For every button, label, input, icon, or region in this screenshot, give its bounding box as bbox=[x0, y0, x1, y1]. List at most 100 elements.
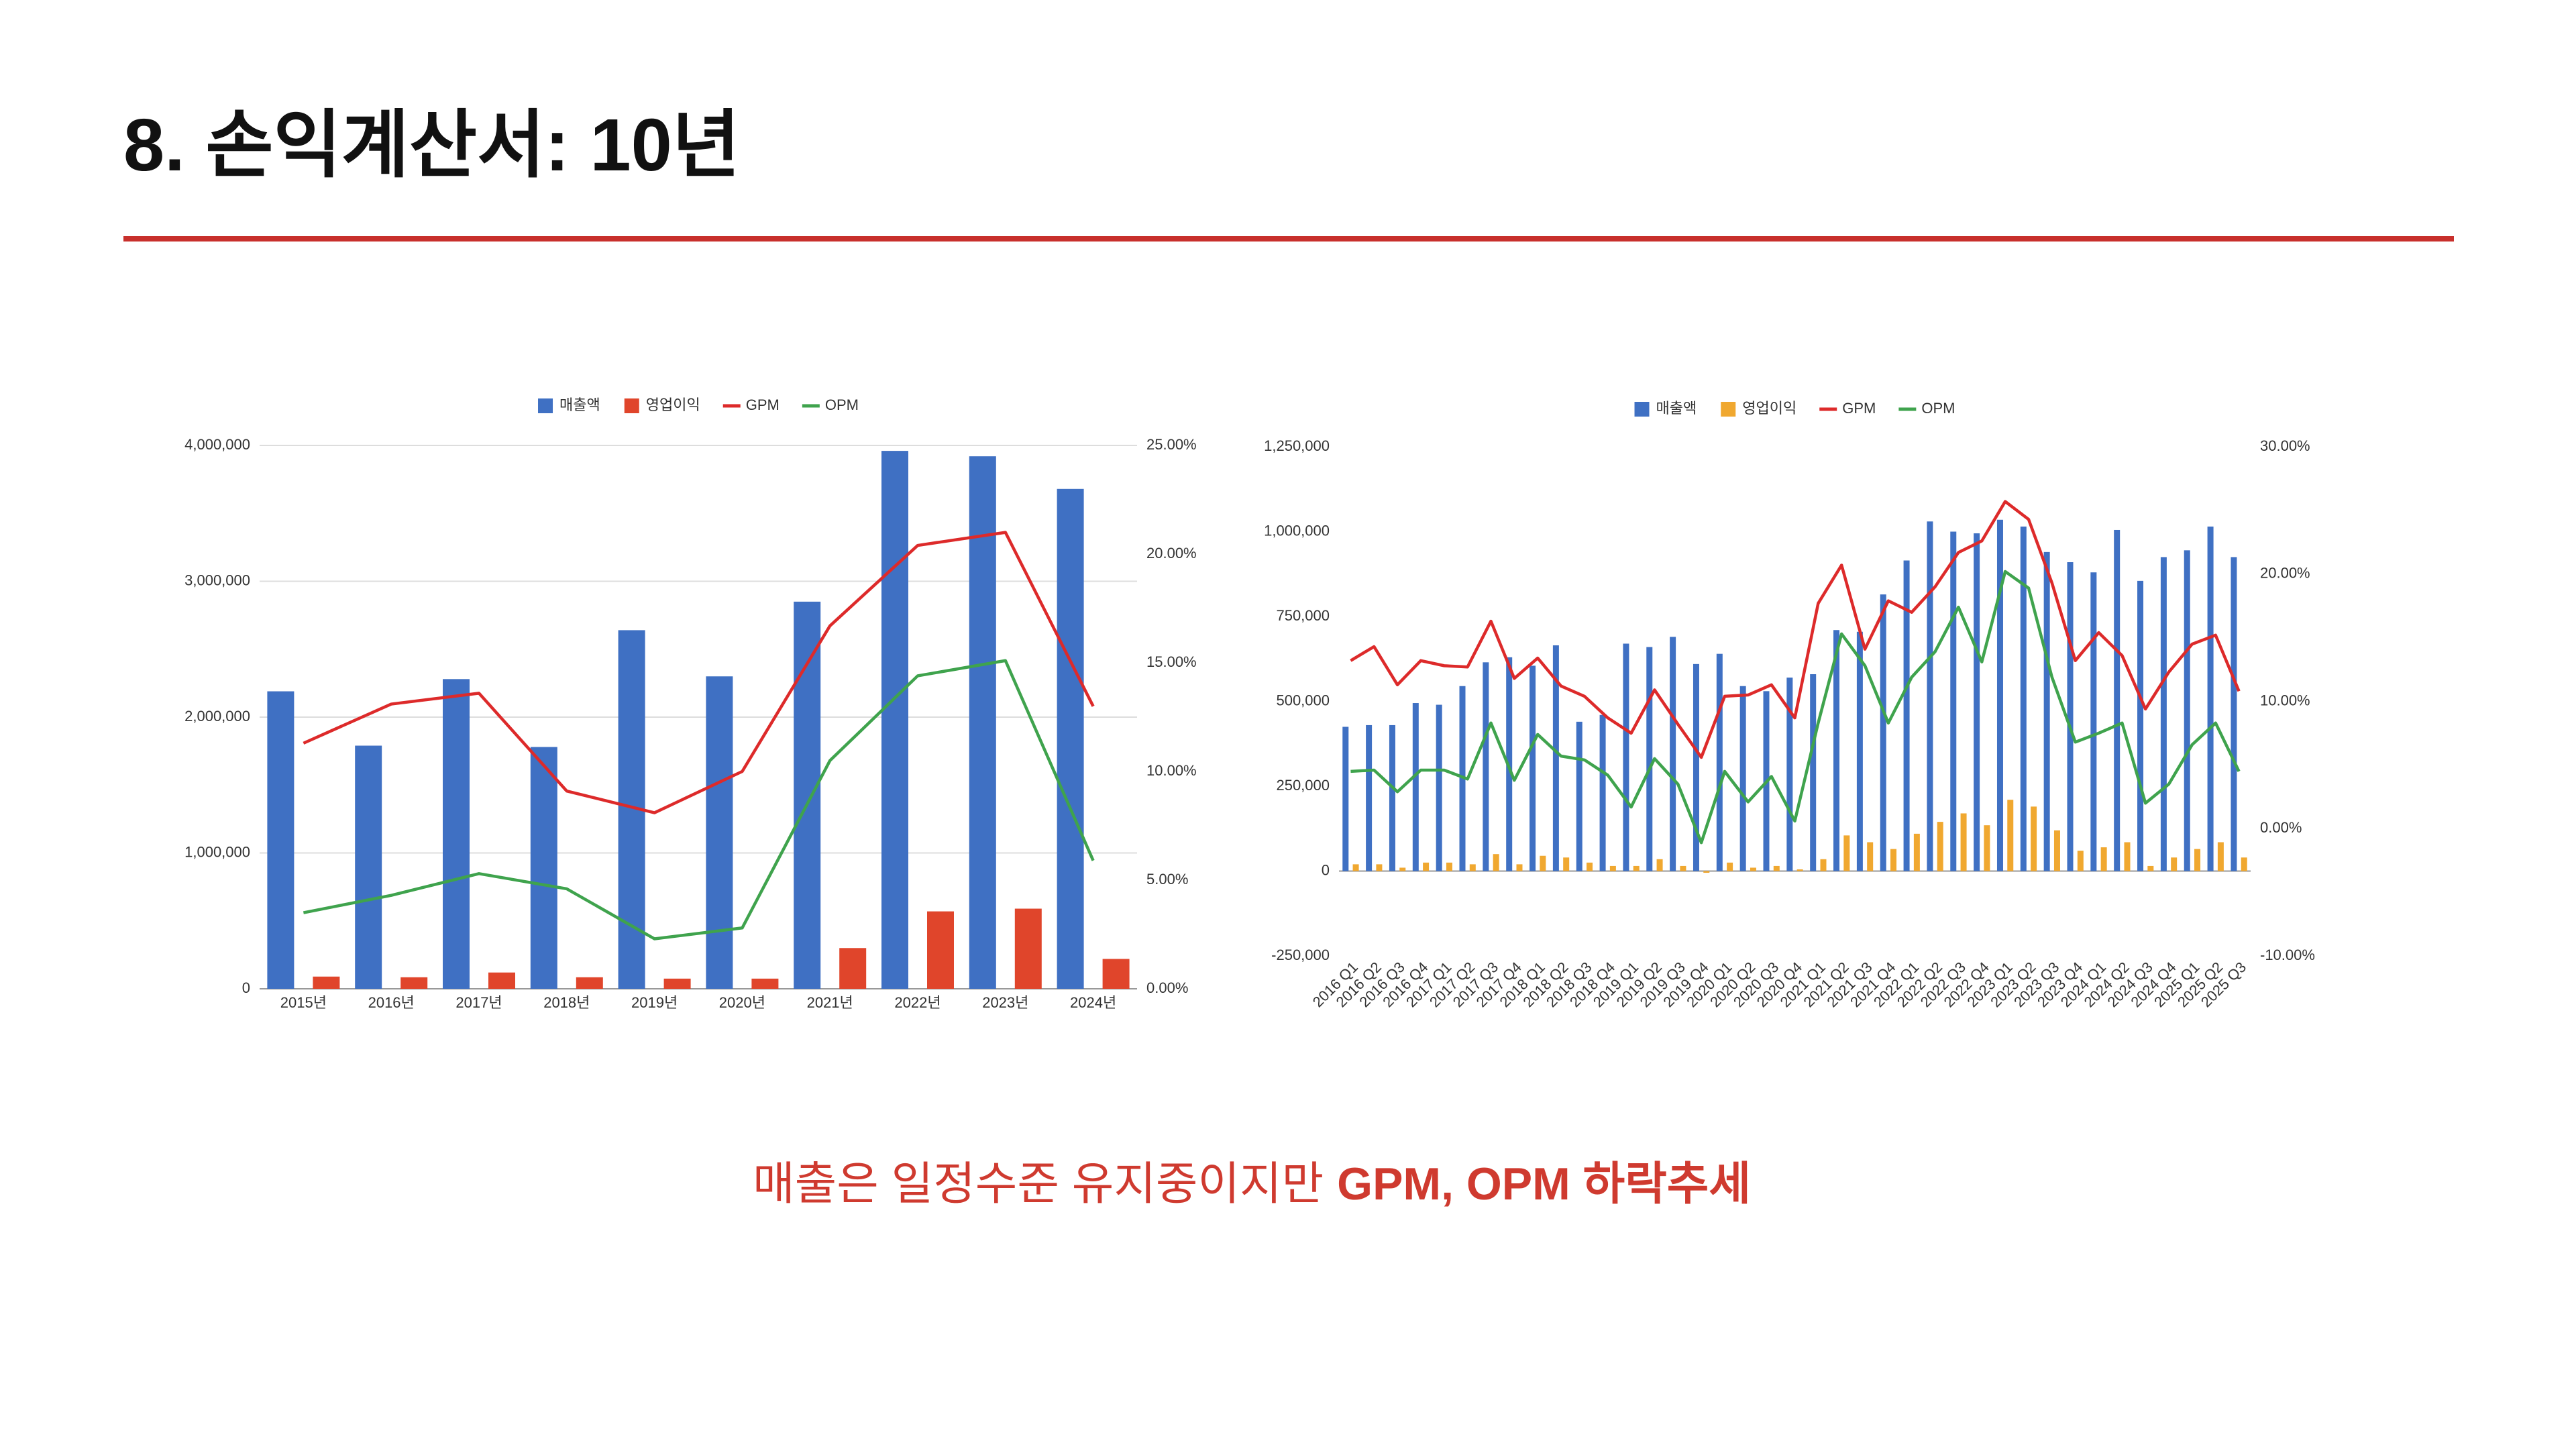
bar bbox=[1950, 531, 1957, 871]
bar bbox=[1890, 849, 1897, 871]
bar bbox=[2100, 847, 2107, 871]
legend: 매출액 영업이익 GPM OPM bbox=[1634, 400, 1955, 417]
bar bbox=[443, 679, 470, 989]
bar bbox=[1540, 855, 1546, 871]
y2-tick-label: 20.00% bbox=[1146, 545, 1197, 561]
bar bbox=[1796, 869, 1803, 871]
bar bbox=[1880, 594, 1886, 871]
y2-tick-label: 30.00% bbox=[2260, 437, 2310, 454]
y-tick-label: 4,000,000 bbox=[184, 436, 250, 453]
bar bbox=[1974, 533, 1980, 871]
y2-tick-label: 25.00% bbox=[1146, 436, 1197, 453]
legend-label: GPM bbox=[746, 396, 780, 413]
bar bbox=[1693, 663, 1699, 871]
x-tick-label: 2015년 bbox=[280, 994, 327, 1011]
bar bbox=[927, 911, 954, 989]
y-tick-label: 1,000,000 bbox=[1264, 522, 1330, 539]
y-tick-label: 2,000,000 bbox=[184, 708, 250, 724]
bar bbox=[839, 948, 867, 989]
bar bbox=[1750, 867, 1756, 871]
legend-label: GPM bbox=[1842, 400, 1876, 417]
bar bbox=[2241, 857, 2247, 871]
bar bbox=[1739, 686, 1746, 871]
bar bbox=[1014, 908, 1042, 989]
bar bbox=[1516, 864, 1523, 871]
bar bbox=[1352, 864, 1359, 871]
bar bbox=[1773, 865, 1780, 871]
y2-tick-label: 0.00% bbox=[2260, 819, 2302, 836]
y-tick-label: -250,000 bbox=[1271, 947, 1330, 963]
bar bbox=[1446, 862, 1452, 871]
bar bbox=[2160, 557, 2167, 871]
x-tick-label: 2017년 bbox=[455, 994, 502, 1011]
bar bbox=[706, 676, 733, 989]
bar bbox=[1656, 859, 1663, 871]
bar bbox=[1856, 631, 1863, 871]
slide-title: 8. 손익계산서: 10년 bbox=[123, 104, 740, 186]
bar bbox=[1493, 854, 1499, 871]
bar bbox=[2194, 849, 2201, 871]
bar bbox=[1703, 871, 1710, 873]
bar bbox=[1937, 822, 1943, 871]
y-tick-label: 1,000,000 bbox=[184, 843, 250, 860]
bar bbox=[576, 977, 603, 989]
caption: 매출은 일정수준 유지중이지만 GPM, OPM 하락추세 bbox=[753, 1159, 1751, 1210]
y2-tick-label: -10.00% bbox=[2260, 947, 2315, 963]
bar bbox=[1670, 637, 1676, 871]
bar bbox=[530, 747, 557, 989]
x-tick-label: 2023년 bbox=[982, 994, 1028, 1011]
bar bbox=[1680, 865, 1686, 871]
y-tick-label: 750,000 bbox=[1276, 607, 1330, 624]
bar bbox=[1399, 867, 1406, 871]
bar bbox=[1867, 842, 1874, 871]
bar bbox=[1633, 865, 1640, 871]
chart: -250,000 0 250,000 500,000 750,000 1,000,000 1… bbox=[1264, 400, 2315, 1011]
bar bbox=[2053, 830, 2060, 871]
bar bbox=[2147, 865, 2154, 871]
bar bbox=[881, 451, 908, 989]
bar bbox=[969, 456, 996, 989]
bar bbox=[1529, 665, 1536, 871]
x-tick-label: 2021년 bbox=[807, 994, 853, 1011]
bar bbox=[1810, 674, 1817, 871]
y2-tick-label: 5.00% bbox=[1146, 871, 1188, 888]
bar bbox=[1366, 724, 1373, 871]
bar bbox=[1820, 859, 1827, 871]
bar bbox=[1599, 714, 1606, 871]
x-tick-label: 2024년 bbox=[1070, 994, 1116, 1011]
bar bbox=[1376, 864, 1383, 871]
bar bbox=[794, 601, 821, 989]
bar bbox=[2077, 851, 2084, 871]
bar bbox=[2184, 550, 2190, 871]
bar bbox=[2137, 580, 2144, 871]
line bbox=[1350, 570, 2241, 845]
line bbox=[303, 659, 1095, 941]
bar bbox=[2020, 526, 2027, 871]
bar bbox=[2067, 562, 2074, 871]
bar bbox=[488, 972, 515, 989]
x-tick-label: 2019년 bbox=[631, 994, 678, 1011]
bar bbox=[1913, 833, 1920, 871]
legend-swatch bbox=[624, 398, 639, 413]
bar bbox=[1102, 959, 1130, 989]
y-tick-label: 250,000 bbox=[1276, 777, 1330, 794]
x-tick-label: 2016년 bbox=[368, 994, 415, 1011]
bar bbox=[313, 976, 340, 989]
caption-normal: 매출은 일정수준 유지중이지만 bbox=[753, 1159, 1324, 1210]
line bbox=[303, 531, 1095, 814]
y-tick-label: 1,250,000 bbox=[1264, 437, 1330, 454]
bar bbox=[2207, 526, 2214, 871]
bar bbox=[2007, 800, 2014, 871]
bar bbox=[1903, 560, 1910, 871]
y2-tick-label: 10.00% bbox=[1146, 762, 1197, 779]
y-tick-label: 3,000,000 bbox=[184, 572, 250, 588]
bar bbox=[1342, 727, 1349, 871]
bar bbox=[663, 978, 691, 989]
bar bbox=[1984, 825, 1990, 871]
legend-label: 영업이익 bbox=[646, 396, 700, 413]
bar bbox=[1786, 678, 1793, 871]
legend: 매출액 영업이익 GPM OPM bbox=[538, 396, 859, 413]
legend-label: 영업이익 bbox=[1742, 400, 1796, 417]
legend-label: 매출액 bbox=[1656, 400, 1697, 417]
